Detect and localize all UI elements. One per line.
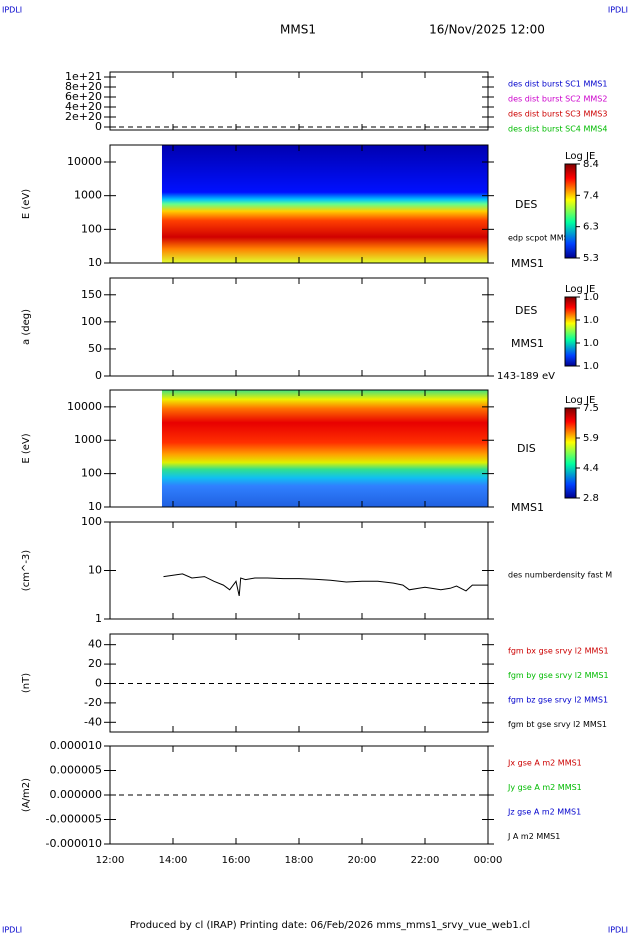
side-label: MMS1 bbox=[511, 337, 544, 350]
spectrogram bbox=[161, 390, 488, 507]
legend-entry: J A m2 MMS1 bbox=[507, 832, 560, 841]
side-label: DIS bbox=[517, 442, 536, 455]
y-tick-label: 10000 bbox=[67, 155, 102, 168]
y-tick-label: 1 bbox=[95, 612, 102, 625]
y-tick-label: 20 bbox=[88, 657, 102, 670]
y-tick-label: 6e+20 bbox=[65, 90, 102, 103]
legend-entry: fgm bx gse srvy l2 MMS1 bbox=[508, 647, 609, 656]
y-axis-label: E (eV) bbox=[21, 433, 32, 463]
x-tick-label: 00:00 bbox=[474, 855, 503, 866]
side-label: DES bbox=[515, 198, 537, 211]
colorbar-tick-label: 1.0 bbox=[583, 338, 599, 349]
colorbar-tick-label: 2.8 bbox=[583, 493, 599, 504]
panel-frame bbox=[109, 277, 489, 377]
legend-entry: fgm bt gse srvy l2 MMS1 bbox=[508, 720, 607, 729]
colorbar bbox=[564, 296, 577, 367]
corner-label: IPDLI bbox=[608, 6, 628, 15]
side-label: MMS1 bbox=[511, 257, 544, 270]
legend-entry: des dist burst SC3 MMS3 bbox=[508, 110, 607, 119]
y-tick-label: 0.000010 bbox=[50, 739, 103, 752]
side-label: DES bbox=[515, 304, 537, 317]
y-tick-label: 1e+21 bbox=[65, 70, 102, 83]
colorbar-title: Log JE bbox=[565, 151, 595, 162]
data-line bbox=[163, 573, 488, 597]
y-tick-label: 100 bbox=[81, 467, 102, 480]
colorbar-tick-label: 1.0 bbox=[583, 361, 599, 372]
y-tick-label: 150 bbox=[81, 288, 102, 301]
colorbar-tick-label: 8.4 bbox=[583, 159, 599, 170]
corner-label: IPDLI bbox=[2, 926, 22, 934]
date: 16/Nov/2025 12:00 bbox=[429, 23, 545, 37]
corner-label: IPDLI bbox=[608, 926, 628, 934]
x-tick-label: 20:00 bbox=[348, 855, 377, 866]
colorbar-tick-label: 7.4 bbox=[583, 190, 599, 201]
side-label: 143-189 eV bbox=[497, 371, 555, 382]
y-tick-label: 100 bbox=[81, 222, 102, 235]
x-tick-label: 18:00 bbox=[285, 855, 314, 866]
colorbar bbox=[564, 407, 577, 499]
y-tick-label: 40 bbox=[88, 638, 102, 651]
y-axis-label: (cm^-3) bbox=[21, 550, 32, 591]
y-tick-label: -0.000005 bbox=[46, 813, 102, 826]
y-tick-label: -20 bbox=[84, 696, 102, 709]
y-tick-label: 0 bbox=[95, 369, 102, 382]
y-tick-label: 4e+20 bbox=[65, 100, 102, 113]
y-axis-label: a (deg) bbox=[21, 309, 32, 345]
legend-entry: fgm by gse srvy l2 MMS1 bbox=[508, 671, 609, 680]
y-tick-label: 1000 bbox=[74, 189, 102, 202]
colorbar-title: Log JE bbox=[565, 284, 595, 295]
y-axis-label: (nT) bbox=[21, 673, 32, 693]
legend-entry: Jx gse A m2 MMS1 bbox=[507, 759, 582, 768]
y-tick-label: -0.000010 bbox=[46, 837, 102, 850]
legend-entry: fgm bz gse srvy l2 MMS1 bbox=[508, 696, 608, 705]
spectrogram bbox=[161, 145, 488, 263]
y-tick-label: 2e+20 bbox=[65, 110, 102, 123]
title: MMS1 bbox=[280, 23, 316, 37]
colorbar-tick-label: 1.0 bbox=[583, 292, 599, 303]
colorbar-tick-label: 5.9 bbox=[583, 433, 599, 444]
footer: Produced by cl (IRAP) Printing date: 06/… bbox=[130, 920, 530, 931]
y-axis-label: (A/m2) bbox=[21, 778, 32, 812]
y-tick-label: -40 bbox=[84, 715, 102, 728]
y-tick-label: 0.000005 bbox=[50, 764, 103, 777]
x-tick-label: 14:00 bbox=[159, 855, 188, 866]
legend-entry: Jz gse A m2 MMS1 bbox=[507, 808, 581, 817]
x-tick-label: 22:00 bbox=[411, 855, 440, 866]
y-tick-label: 10 bbox=[88, 500, 102, 513]
colorbar-tick-label: 1.0 bbox=[583, 315, 599, 326]
y-tick-label: 50 bbox=[88, 342, 102, 355]
colorbar-tick-label: 7.5 bbox=[583, 403, 599, 414]
y-tick-label: 0 bbox=[95, 676, 102, 689]
legend-entry: Jy gse A m2 MMS1 bbox=[507, 783, 582, 792]
side-label: edp scpot MMS1 bbox=[508, 234, 574, 243]
colorbar-tick-label: 5.3 bbox=[583, 253, 599, 264]
legend-entry: des dist burst SC2 MMS2 bbox=[508, 95, 607, 104]
legend-entry: des dist burst SC4 MMS4 bbox=[508, 125, 607, 134]
y-tick-label: 10 bbox=[88, 256, 102, 269]
colorbar-tick-label: 6.3 bbox=[583, 222, 599, 233]
y-tick-label: 10 bbox=[88, 564, 102, 577]
y-tick-label: 8e+20 bbox=[65, 80, 102, 93]
y-axis-label: E (eV) bbox=[21, 189, 32, 219]
colorbar bbox=[564, 163, 577, 259]
side-label: des numberdensity fast M bbox=[508, 571, 612, 580]
x-tick-label: 16:00 bbox=[222, 855, 251, 866]
y-tick-label: 100 bbox=[81, 515, 102, 528]
corner-label: IPDLI bbox=[2, 6, 22, 15]
side-label: MMS1 bbox=[511, 501, 544, 514]
panel-frame bbox=[109, 71, 489, 131]
y-tick-label: 0.000000 bbox=[50, 788, 103, 801]
colorbar-tick-label: 4.4 bbox=[583, 463, 599, 474]
colorbar-title: Log JE bbox=[565, 395, 595, 406]
y-tick-label: 100 bbox=[81, 315, 102, 328]
y-tick-label: 1000 bbox=[74, 433, 102, 446]
legend-entry: des dist burst SC1 MMS1 bbox=[508, 80, 607, 89]
x-tick-label: 12:00 bbox=[96, 855, 125, 866]
y-tick-label: 10000 bbox=[67, 400, 102, 413]
panel-frame bbox=[109, 521, 489, 620]
y-tick-label: 0 bbox=[95, 120, 102, 133]
